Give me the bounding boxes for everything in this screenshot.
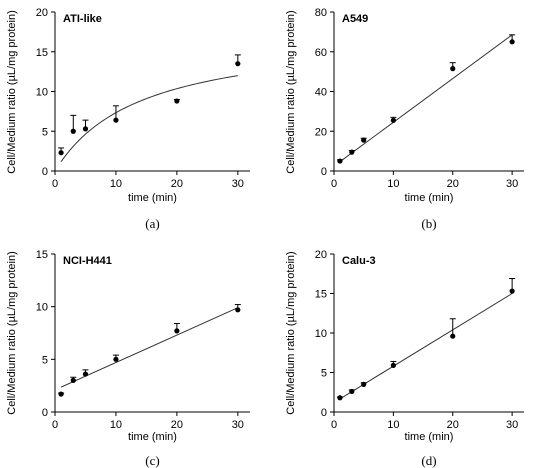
x-tick-label: 10 <box>110 419 122 431</box>
y-axis-title: Cell/Medium ratio (µL/mg protein) <box>6 251 18 414</box>
data-point <box>82 126 89 132</box>
data-point <box>82 371 89 377</box>
fit-line <box>60 75 238 162</box>
data-point <box>450 66 456 72</box>
x-tick-label: 30 <box>232 419 244 431</box>
panel-caption: (c) <box>145 453 159 468</box>
data-point <box>450 333 456 339</box>
x-axis-title: time (min) <box>405 431 454 443</box>
panel-2: 0 20 40 60 80 0 10 20 30 A549 time (min) Cell/Mediu… <box>285 7 524 231</box>
data-point <box>58 150 64 156</box>
y-tick-label: 20 <box>315 249 327 261</box>
panel-title: A549 <box>342 13 368 25</box>
x-axis-title: time (min) <box>405 192 454 204</box>
y-tick-label: 10 <box>36 302 48 314</box>
y-tick-label: 60 <box>315 47 327 59</box>
data-point <box>174 328 180 334</box>
x-tick-label: 10 <box>110 178 122 190</box>
x-tick-label: 20 <box>171 178 183 190</box>
x-axis-title: time (min) <box>128 431 177 443</box>
panel-caption: (a) <box>145 216 159 231</box>
data-point <box>349 388 355 395</box>
data-point <box>113 117 119 123</box>
y-axis-title: Cell/Medium ratio (µL/mg protein) <box>6 10 18 173</box>
x-tick-label: 30 <box>506 178 518 190</box>
y-tick-label: 0 <box>321 166 327 178</box>
data-point <box>70 128 76 134</box>
y-tick-label: 5 <box>42 126 48 138</box>
y-tick-label: 5 <box>42 354 48 366</box>
data-point <box>235 307 241 313</box>
panel-3: 0 5 10 15 0 10 20 30 NCI-H441 time (min) Cell/Medi… <box>6 249 250 468</box>
y-tick-label: 0 <box>321 407 327 419</box>
fit-line <box>339 293 513 400</box>
data-point <box>390 117 396 123</box>
x-tick-label: 20 <box>171 419 183 431</box>
data-point <box>337 395 343 401</box>
y-tick-label: 10 <box>315 328 327 340</box>
x-tick-label: 0 <box>331 178 337 190</box>
y-tick-label: 80 <box>315 7 327 19</box>
x-axis-title: time (min) <box>128 192 177 204</box>
panel-1: 0 5 10 15 20 0 10 20 30 ATI-like time (min) Cell/Me… <box>6 7 250 231</box>
y-axis-title: Cell/Medium ratio (µL/mg protein) <box>285 10 297 173</box>
y-tick-label: 40 <box>315 87 327 99</box>
data-point <box>235 61 241 67</box>
y-axis-title: Cell/Medium ratio (µL/mg protein) <box>285 251 297 414</box>
panel-title: NCI-H441 <box>63 255 112 267</box>
x-tick-label: 10 <box>387 178 399 190</box>
x-tick-label: 20 <box>447 419 459 431</box>
data-point <box>390 362 396 368</box>
data-point <box>113 356 119 362</box>
y-tick-label: 20 <box>315 126 327 138</box>
y-tick-label: 5 <box>321 368 327 380</box>
fit-line <box>60 307 239 388</box>
data-point <box>337 158 343 164</box>
panel-caption: (d) <box>421 453 436 468</box>
data-point <box>58 391 64 397</box>
data-point <box>349 149 355 155</box>
x-tick-label: 0 <box>52 178 58 190</box>
y-tick-label: 15 <box>36 249 48 261</box>
x-tick-label: 30 <box>506 419 518 431</box>
data-point <box>361 381 367 387</box>
data-point <box>509 39 515 45</box>
x-tick-label: 0 <box>52 419 58 431</box>
y-tick-label: 0 <box>42 166 48 178</box>
y-tick-label: 10 <box>36 87 48 99</box>
fit-line <box>339 34 513 163</box>
data-point <box>70 377 76 383</box>
x-tick-label: 30 <box>232 178 244 190</box>
y-tick-label: 15 <box>315 289 327 301</box>
panel-title: Calu-3 <box>342 255 376 267</box>
panel-4: 0 5 10 15 20 0 10 20 30 Calu-3 time (min) Cell/Medi… <box>285 249 524 468</box>
panel-caption: (b) <box>421 216 436 231</box>
y-tick-label: 0 <box>42 407 48 419</box>
data-point <box>174 98 180 104</box>
y-tick-label: 15 <box>36 47 48 59</box>
x-tick-label: 0 <box>331 419 337 431</box>
panel-title: ATI-like <box>63 13 102 25</box>
data-point <box>509 288 515 294</box>
y-tick-label: 20 <box>36 7 48 19</box>
x-tick-label: 20 <box>447 178 459 190</box>
data-point <box>361 137 367 143</box>
x-tick-label: 10 <box>387 419 399 431</box>
